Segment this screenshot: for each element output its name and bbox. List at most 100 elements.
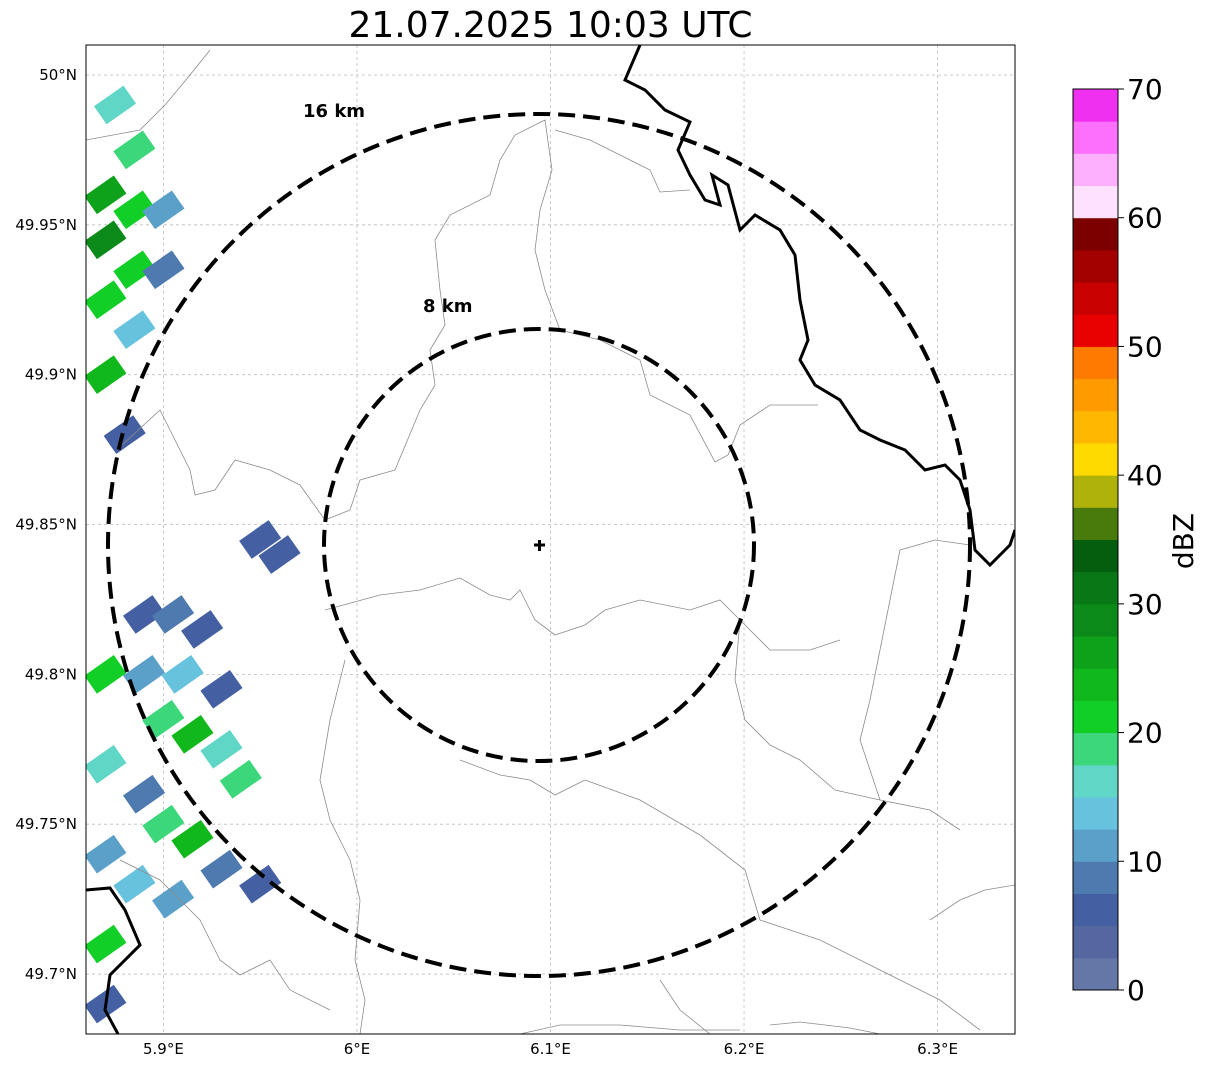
x-tick-label: 6.3°E (917, 1040, 958, 1058)
y-axis-ticks: 50°N 49.95°N 49.9°N 49.85°N 49.8°N 49.75°N 49.… (15, 66, 77, 983)
colorbar-segment (1073, 410, 1118, 444)
precip-cell (171, 819, 214, 859)
precip-cell (113, 130, 156, 170)
radar-site-marker (534, 540, 545, 551)
precip-cell (86, 655, 127, 694)
colorbar-segment (1073, 732, 1118, 766)
plot-frame (85, 44, 1016, 1035)
colorbar-segment (1073, 861, 1118, 894)
colorbar-segment (1073, 636, 1118, 669)
colorbar-segment (1073, 475, 1118, 508)
y-tick-label: 50°N (39, 66, 77, 84)
colorbar-segment (1073, 764, 1118, 798)
range-ring-8km (322, 327, 756, 763)
colorbar-segment (1073, 314, 1118, 347)
colorbar-segment (1073, 185, 1118, 219)
colorbar-segment (1073, 925, 1118, 959)
colorbar-tick-label: 30 (1127, 588, 1163, 621)
colorbar-segment (1073, 346, 1118, 380)
colorbar-segment (1073, 89, 1118, 122)
precip-cell (161, 655, 204, 694)
y-tick-label: 49.95°N (15, 216, 77, 234)
precip-cell (123, 595, 166, 634)
colorbar-segment (1073, 539, 1118, 573)
precip-cell (152, 879, 195, 919)
precipitation-layer (86, 85, 301, 1024)
colorbar-segment (1073, 893, 1118, 927)
precip-cell (113, 310, 156, 350)
precip-cell (239, 520, 282, 559)
municipal-boundaries (86, 49, 1015, 1034)
range-ring-label-16km: 16 km (303, 101, 365, 122)
precip-cell (86, 834, 127, 874)
precip-cell (93, 85, 137, 125)
colorbar-segment (1073, 507, 1118, 540)
precip-cell (86, 744, 127, 784)
precip-cell (86, 280, 127, 320)
precip-cell (200, 729, 243, 769)
precip-cell (123, 774, 166, 814)
precip-cell (86, 355, 127, 395)
y-tick-label: 49.75°N (15, 815, 77, 833)
precip-cell (258, 535, 301, 574)
colorbar-tick-label: 20 (1127, 717, 1163, 750)
precip-cell (113, 250, 156, 290)
colorbar-segment (1073, 829, 1118, 862)
range-ring-label-8km: 8 km (423, 296, 473, 317)
colorbar: 0 10 20 30 40 50 60 70 (1072, 73, 1163, 1007)
colorbar-segment (1073, 603, 1118, 637)
colorbar-segment (1073, 282, 1118, 315)
colorbar-segment (1073, 153, 1118, 187)
national-borders (86, 45, 1015, 1034)
precip-cell (113, 864, 156, 904)
precip-cell (86, 220, 127, 260)
colorbar-segment (1073, 796, 1118, 830)
x-tick-label: 5.9°E (143, 1040, 184, 1058)
colorbar-segment (1073, 442, 1118, 476)
precip-cell (171, 714, 214, 754)
precip-cell (200, 670, 243, 709)
colorbar-segment (1073, 217, 1118, 251)
range-ring-16km (106, 112, 972, 978)
precip-cell (181, 610, 224, 649)
precip-cell (113, 190, 156, 230)
precip-cell (142, 804, 185, 844)
colorbar-segment (1073, 249, 1118, 283)
precip-cell (142, 250, 185, 290)
precip-cell (200, 849, 243, 889)
y-tick-label: 49.85°N (15, 516, 77, 534)
colorbar-tick-label: 0 (1127, 974, 1145, 1007)
precip-cell (219, 759, 262, 799)
precip-cell (142, 190, 185, 230)
precip-cell (152, 595, 195, 634)
x-axis-ticks: 5.9°E 6°E 6.1°E 6.2°E 6.3°E (143, 1040, 958, 1058)
colorbar-segment (1073, 957, 1118, 991)
y-tick-label: 49.7°N (25, 965, 77, 983)
colorbar-tick-label: 40 (1127, 459, 1163, 492)
y-tick-label: 49.8°N (25, 665, 77, 683)
colorbar-segment (1073, 378, 1118, 412)
map-title: 21.07.2025 10:03 UTC (348, 5, 753, 46)
x-tick-label: 6.2°E (724, 1040, 765, 1058)
x-tick-label: 6.1°E (530, 1040, 571, 1058)
colorbar-tick-label: 10 (1127, 845, 1163, 878)
colorbar-frame (1072, 88, 1119, 991)
precip-cell (123, 655, 166, 694)
precip-cell (86, 924, 127, 964)
colorbar-segment (1073, 121, 1118, 154)
colorbar-tick-label: 60 (1127, 202, 1163, 235)
colorbar-segment (1073, 700, 1118, 734)
precip-cell (86, 175, 127, 215)
colorbar-segment (1073, 668, 1118, 701)
precip-cell (103, 415, 146, 454)
y-tick-label: 49.9°N (25, 366, 77, 384)
colorbar-segment (1073, 571, 1118, 605)
precip-cell (142, 699, 185, 739)
range-rings: 16 km 8 km (106, 101, 972, 978)
x-tick-label: 6°E (344, 1040, 371, 1058)
colorbar-tick-label: 50 (1127, 330, 1163, 363)
colorbar-label: dBZ (1167, 513, 1200, 569)
precip-cell (239, 864, 282, 904)
colorbar-tick-label: 70 (1127, 73, 1163, 106)
